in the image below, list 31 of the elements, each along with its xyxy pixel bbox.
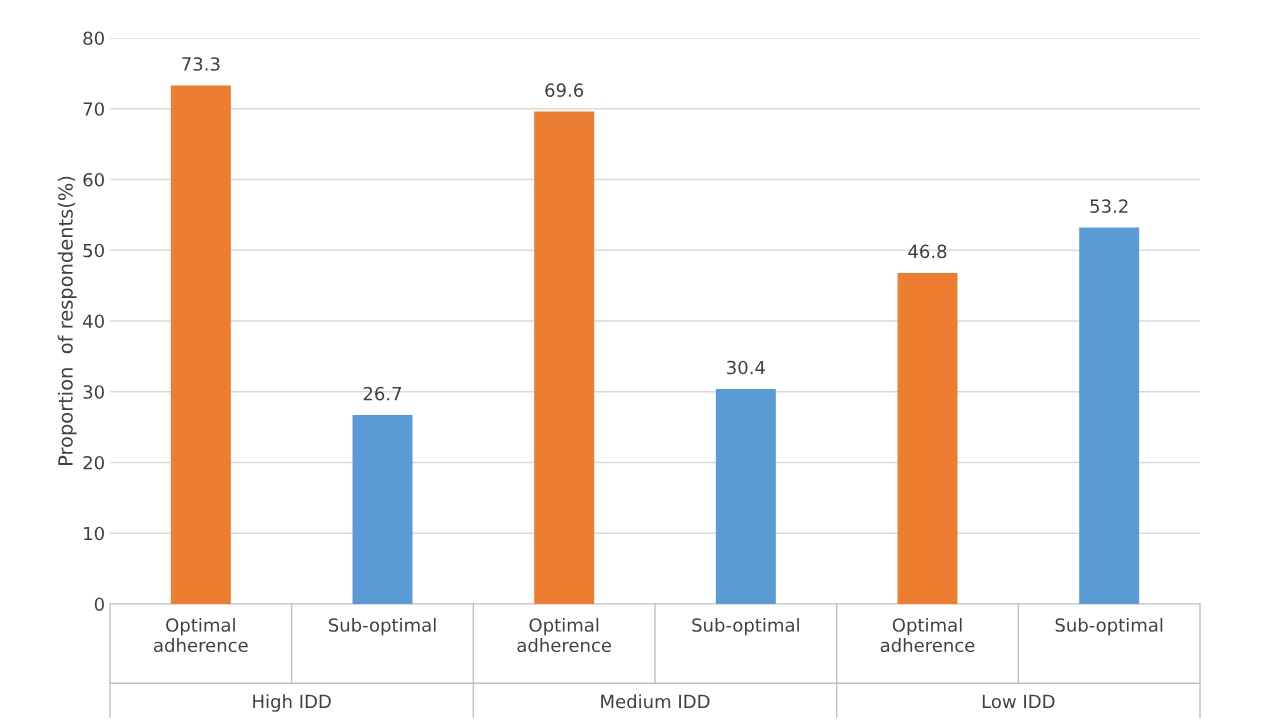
x-tick-label: Optimal adherence (154, 617, 248, 653)
y-tick-label: 10 (84, 526, 104, 541)
y-tick-label: 70 (83, 102, 104, 116)
bar (715, 388, 776, 604)
data-label: 53.2 (1090, 199, 1128, 213)
y-tick-label: 50 (83, 243, 104, 258)
bar (170, 85, 231, 604)
x-tick-label: Sub-optimal (692, 617, 799, 636)
y-tick-label: 0 (94, 597, 104, 612)
data-label: 30.4 (727, 360, 765, 375)
x-tick-label: Optimal adherence (517, 617, 612, 653)
bar (897, 272, 958, 604)
text: High IDD (253, 694, 331, 712)
y-tick-label: 20 (83, 455, 104, 470)
bar (352, 415, 413, 604)
y-tick-label: 30 (83, 385, 104, 399)
data-label: 69.6 (545, 83, 584, 97)
x-tick-label: Sub-optimal (328, 617, 436, 636)
bar (1079, 227, 1140, 604)
x-tick-label: Optimal adherence (880, 617, 975, 653)
y-tick-label: 80 (83, 31, 104, 46)
y-axis-title: Proportion of respondents(%) (57, 176, 77, 466)
data-label: 73.3 (182, 57, 220, 71)
x-tick-label: Sub-optimal (1055, 617, 1163, 636)
text: Low IDD (982, 694, 1055, 709)
y-tick-label: 40 (83, 314, 104, 329)
y-tick-label: 60 (83, 172, 104, 187)
data-label: 26.7 (363, 386, 402, 401)
text: Medium IDD (601, 694, 710, 709)
bar (534, 111, 595, 604)
data-label: 46.8 (908, 244, 947, 259)
